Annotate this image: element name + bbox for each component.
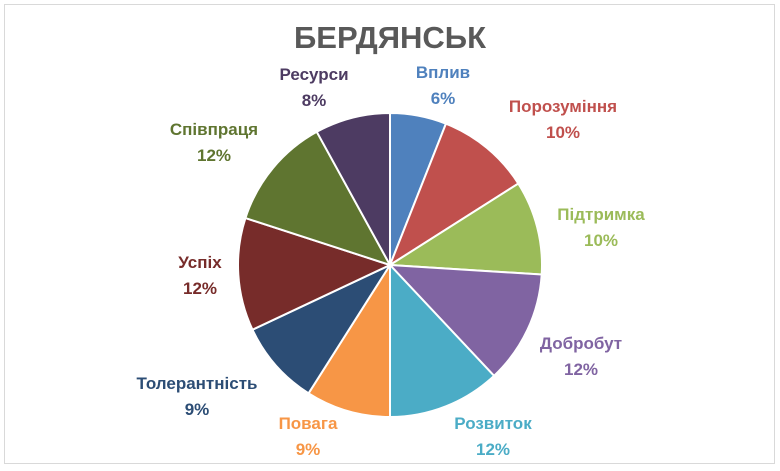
pie-slice-10 bbox=[315, 111, 391, 266]
slice-label-4: Добробут bbox=[540, 334, 622, 353]
slice-percent-3: 10% bbox=[584, 231, 618, 250]
slice-label-10: Ресурси bbox=[279, 65, 348, 84]
slice-label-8: Успіх bbox=[178, 253, 222, 272]
pie-slice-7 bbox=[251, 262, 393, 395]
slice-label-1: Вплив bbox=[416, 63, 470, 82]
slice-percent-4: 12% bbox=[564, 360, 598, 379]
pie-slice-9 bbox=[244, 130, 393, 267]
slice-percent-8: 12% bbox=[183, 279, 217, 298]
slice-percent-9: 12% bbox=[197, 146, 231, 165]
slice-percent-6: 9% bbox=[296, 440, 321, 459]
slice-percent-7: 9% bbox=[185, 400, 210, 419]
slice-label-3: Підтримка bbox=[557, 205, 645, 224]
slice-label-5: Розвиток bbox=[454, 414, 532, 433]
pie-slice-5 bbox=[389, 262, 496, 419]
pie-slice-4 bbox=[387, 263, 543, 378]
slice-label-6: Повага bbox=[279, 414, 338, 433]
slice-label-2: Порозуміння bbox=[509, 97, 617, 116]
pie-slice-2 bbox=[387, 122, 520, 268]
pie-slice-8 bbox=[237, 216, 393, 332]
slice-label-9: Співпраця bbox=[170, 120, 258, 139]
slice-percent-5: 12% bbox=[476, 440, 510, 459]
slice-label-7: Толерантність bbox=[137, 374, 258, 393]
pie-slice-3 bbox=[386, 182, 543, 276]
pie-slice-6 bbox=[307, 261, 391, 419]
slice-percent-10: 8% bbox=[302, 91, 327, 110]
slice-percent-1: 6% bbox=[431, 89, 456, 108]
slice-percent-2: 10% bbox=[546, 123, 580, 142]
chart-title: БЕРДЯНСЬК bbox=[293, 20, 487, 55]
